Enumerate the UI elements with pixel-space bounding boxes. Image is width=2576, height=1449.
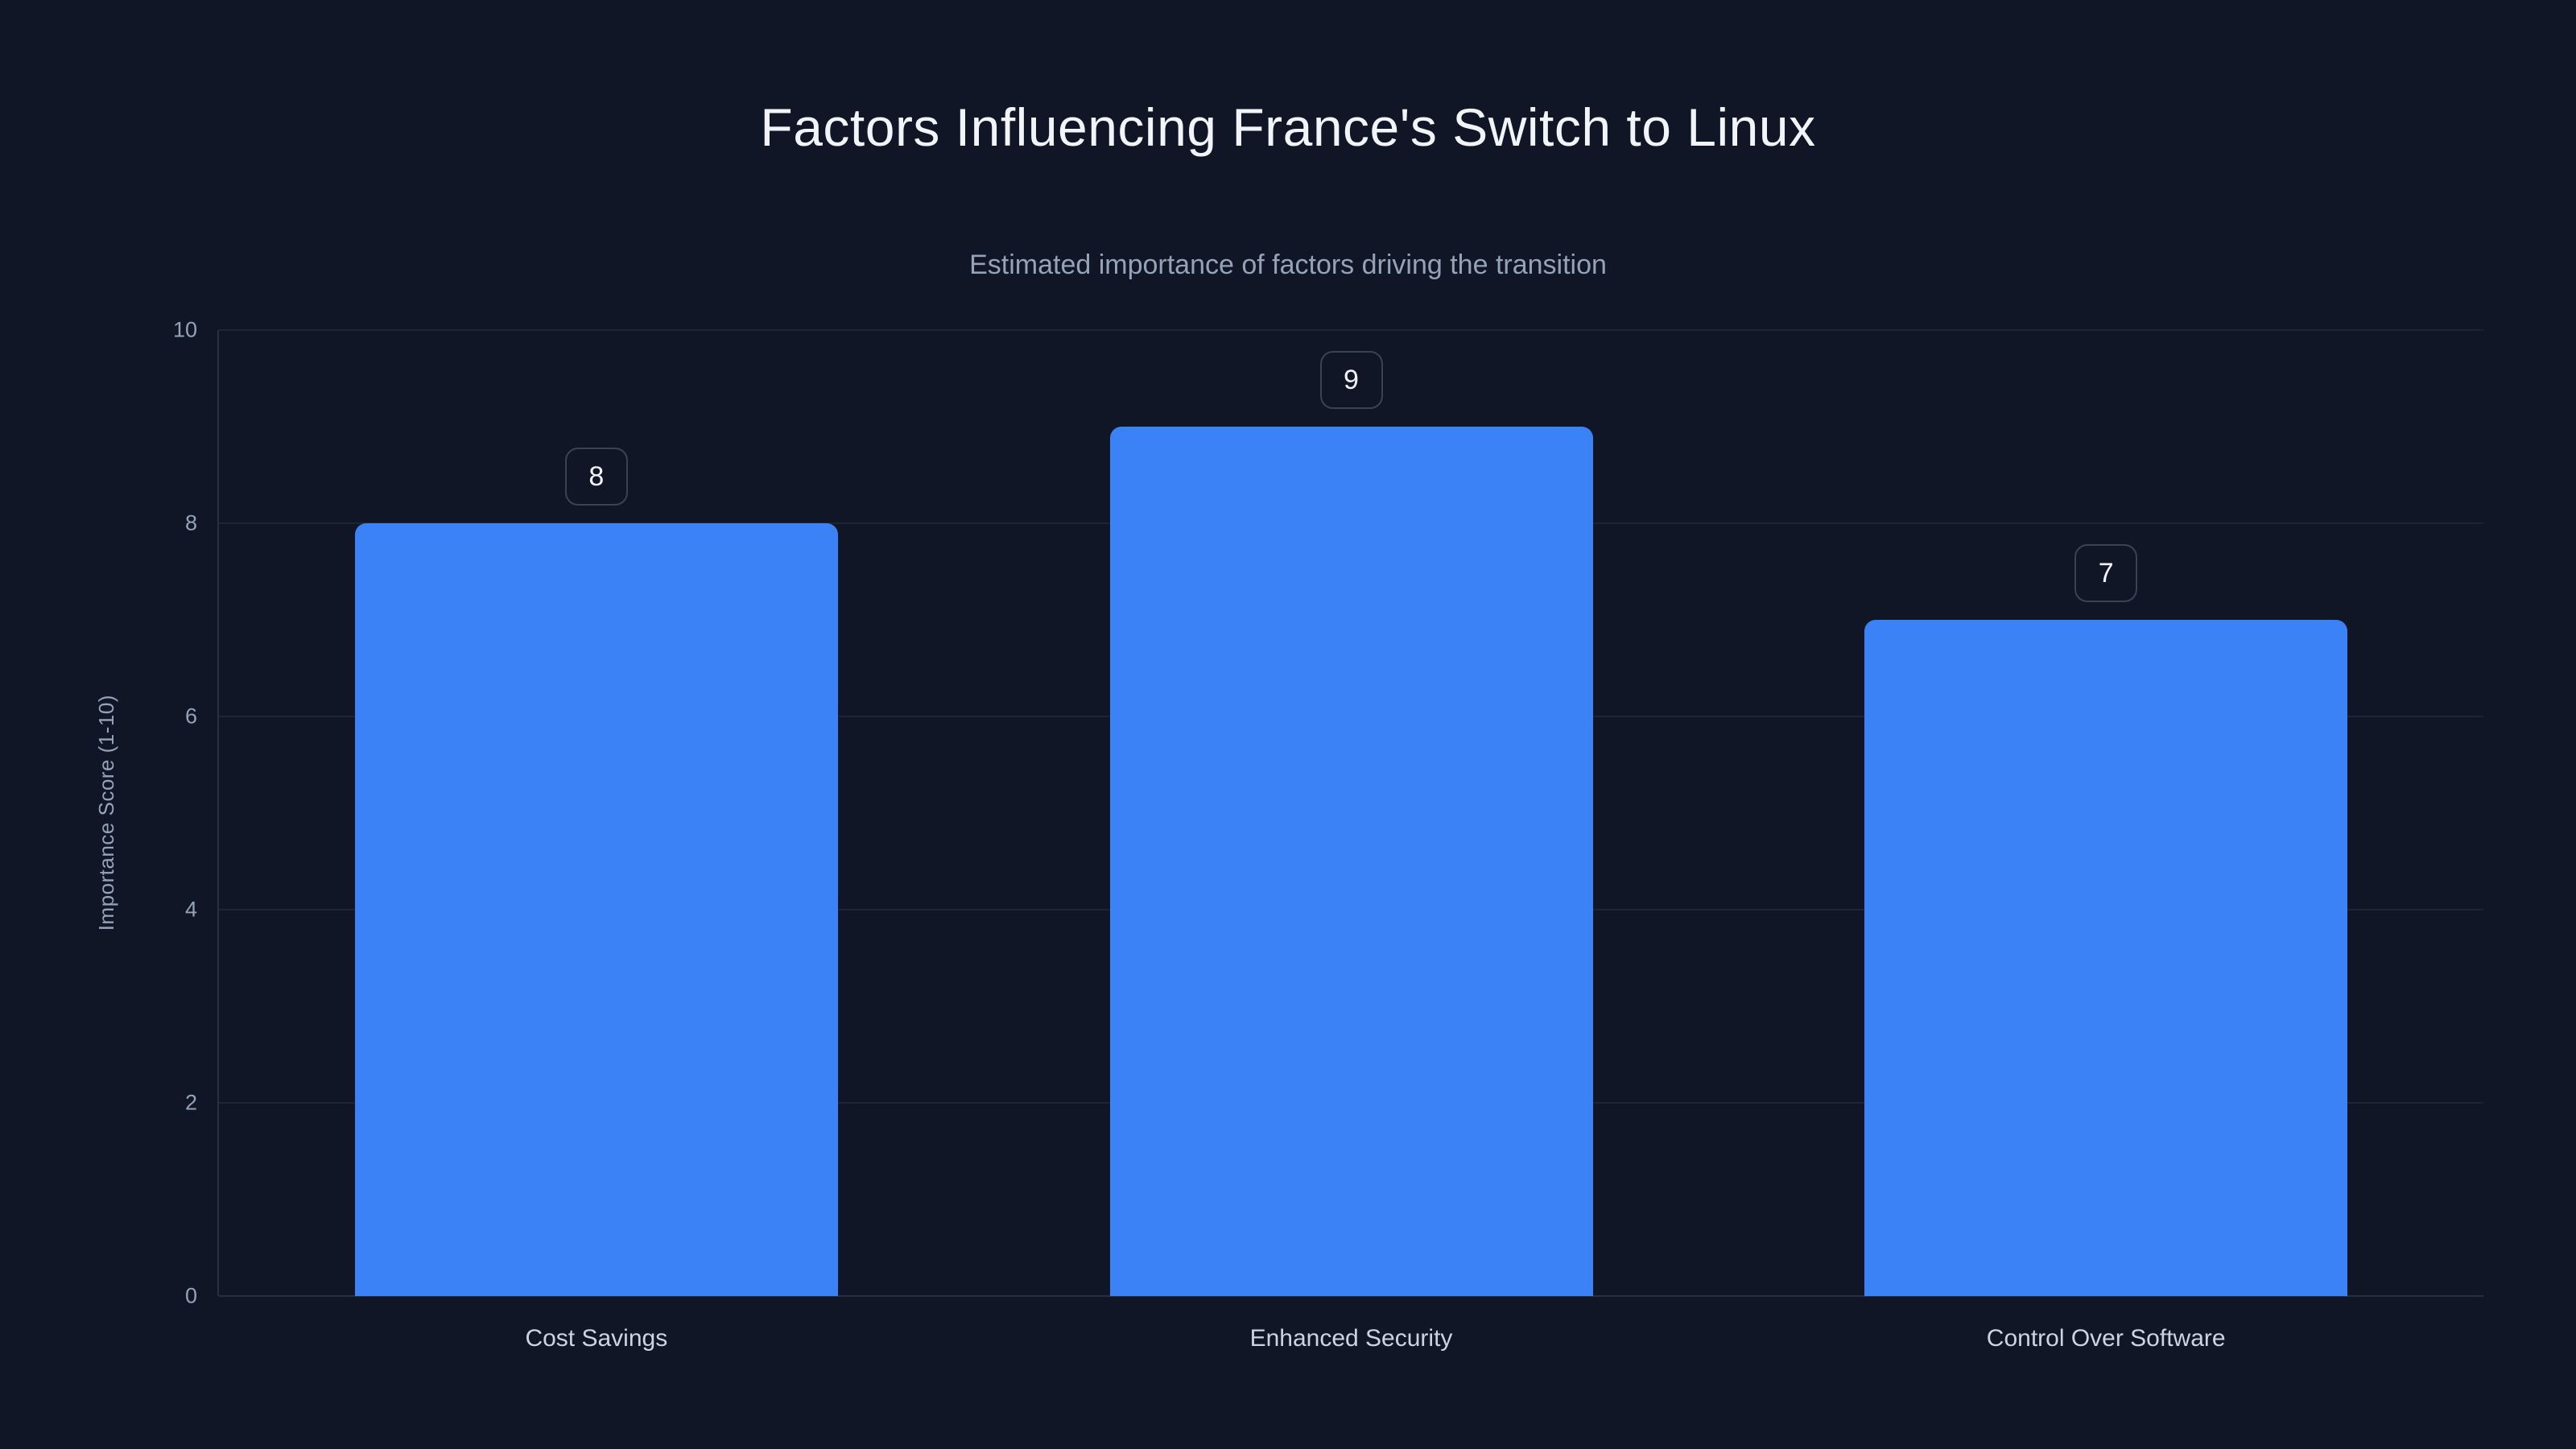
bar-cost-savings xyxy=(354,523,838,1296)
bar-group-control-over-software: 7 xyxy=(1728,330,2483,1296)
x-category-label: Cost Savings xyxy=(525,1325,668,1352)
y-tick-label: 2 xyxy=(184,1090,197,1115)
bars-group: 8 9 7 xyxy=(219,330,2483,1296)
x-category-label: Enhanced Security xyxy=(1249,1325,1453,1352)
y-tick-label: 0 xyxy=(184,1283,197,1308)
plot-area: 0 2 4 6 8 10 Importance Score (1-10) 8 9… xyxy=(94,319,2483,1352)
y-axis-title-text: Importance Score (1-10) xyxy=(93,695,118,931)
value-label-chip: 9 xyxy=(1319,351,1383,409)
y-tick-label: 10 xyxy=(172,317,197,342)
bar-enhanced-security xyxy=(1109,427,1593,1296)
x-category-label: Control Over Software xyxy=(1986,1325,2226,1352)
bar-control-over-software xyxy=(1864,620,2348,1296)
bar-group-enhanced-security: 9 xyxy=(974,330,1729,1296)
chart-title: Factors Influencing France's Switch to L… xyxy=(760,97,1816,157)
y-tick-label: 8 xyxy=(184,510,197,535)
bar-group-cost-savings: 8 xyxy=(219,330,974,1296)
value-label-chip: 7 xyxy=(2074,544,2138,602)
y-tick-label: 4 xyxy=(184,897,197,922)
gridline-10 xyxy=(219,329,2483,331)
gridline-0 xyxy=(219,1295,2483,1297)
value-label-chip: 8 xyxy=(564,448,628,506)
x-axis-labels: Cost Savings Enhanced Security Control O… xyxy=(219,1325,2483,1352)
y-axis-title: Importance Score (1-10) xyxy=(92,330,121,1296)
chart-subtitle: Estimated importance of factors driving … xyxy=(969,250,1607,280)
y-tick-label: 6 xyxy=(184,704,197,729)
